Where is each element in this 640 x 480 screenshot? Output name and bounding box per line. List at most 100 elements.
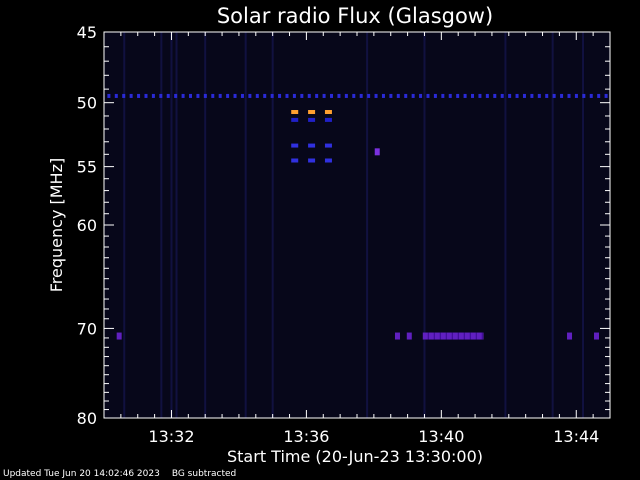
bar-11-seg: [481, 332, 483, 340]
band-2-dash-2: [324, 117, 332, 122]
bar-11-seg: [451, 332, 453, 340]
band-0-dash-5: [144, 93, 148, 98]
band-0-dash-13: [203, 93, 207, 98]
chart-title: Solar radio Flux (Glasgow): [217, 4, 493, 28]
band-0-dash-49: [471, 93, 475, 98]
band-0-dash-4: [137, 93, 141, 98]
y-axis-label: Frequency [MHz]: [47, 158, 66, 292]
heatmap-background: [104, 32, 610, 418]
band-0-dash-16: [226, 93, 230, 98]
band-0-dash-36: [374, 93, 378, 98]
band-0-dash-37: [381, 93, 385, 98]
bar-11-fill: [422, 332, 484, 340]
band-0-dash-17: [233, 93, 237, 98]
spot-6: [116, 332, 122, 340]
band-0-dash-34: [359, 93, 363, 98]
band-0-dash-29: [322, 93, 326, 98]
band-0-dash-55: [515, 93, 519, 98]
x-tick-label-1: 13:36: [283, 427, 329, 446]
band-0-dash-10: [181, 93, 185, 98]
streak-8: [504, 32, 507, 418]
band-0-dash-1: [114, 93, 118, 98]
band-0-dash-57: [530, 93, 534, 98]
x-axis: 13:32 13:36 13:40 13:44: [120, 32, 599, 446]
band-0-dash-28: [315, 93, 319, 98]
band-0-dash-58: [537, 93, 541, 98]
band-0-dash-64: [582, 93, 586, 98]
band-0-dash-18: [240, 93, 244, 98]
band-1-dash-0: [291, 110, 299, 115]
band-0-dash-23: [278, 93, 282, 98]
band-0-dash-41: [411, 93, 415, 98]
band-3-dash-2: [324, 143, 332, 148]
band-0-dash-39: [396, 93, 400, 98]
band-3-dash-1: [308, 143, 316, 148]
bar-11-seg: [433, 332, 435, 340]
y-tick-label-3: 60: [77, 216, 97, 235]
band-4-dash-0: [291, 158, 299, 163]
band-0-dash-40: [404, 93, 408, 98]
band-2-dash-0: [291, 117, 299, 122]
band-0-dash-56: [522, 93, 526, 98]
band-0-dash-15: [218, 93, 222, 98]
band-0-dash-8: [166, 93, 170, 98]
band-0-dash-67: [604, 93, 608, 98]
x-axis-label: Start Time (20-Jun-23 13:30:00): [227, 447, 483, 466]
band-0-dash-65: [589, 93, 593, 98]
band-0-dash-54: [508, 93, 512, 98]
band-0-dash-62: [567, 93, 571, 98]
band-0-dash-3: [129, 93, 133, 98]
band-0-dash-2: [122, 93, 126, 98]
spot-10: [594, 332, 600, 340]
band-4-dash-1: [308, 158, 316, 163]
footer: Updated Tue Jun 20 14:02:46 2023 BG subtr…: [3, 469, 248, 479]
streak-7: [423, 32, 426, 418]
band-0-dash-59: [545, 93, 549, 98]
band-2: [291, 117, 332, 122]
x-tick-label-2: 13:40: [418, 427, 464, 446]
band-0-dash-9: [174, 93, 178, 98]
bar-11-seg: [469, 332, 471, 340]
band-0-dash-26: [300, 93, 304, 98]
band-0-dash-51: [485, 93, 489, 98]
y-tick-label-4: 70: [77, 319, 97, 338]
band-3-dash-0: [291, 143, 299, 148]
bg-subtracted-note: BG subtracted: [171, 469, 237, 479]
band-0-dash-48: [463, 93, 467, 98]
bar-11-seg: [439, 332, 441, 340]
band-4: [291, 158, 332, 163]
streak-5: [271, 32, 274, 418]
bar-11-seg: [427, 332, 429, 340]
band-0-dash-27: [307, 93, 311, 98]
plot-area: [104, 32, 610, 418]
streak-3: [204, 32, 207, 418]
y-tick-label-5: 80: [77, 409, 97, 428]
band-0-dash-35: [367, 93, 371, 98]
band-0-dash-47: [456, 93, 460, 98]
streak-1: [175, 32, 178, 418]
y-tick-label-0: 45: [77, 23, 97, 42]
band-1-dash-2: [324, 110, 332, 115]
bar-11: [422, 332, 484, 340]
band-0-dash-0: [107, 93, 111, 98]
band-0-dash-22: [270, 93, 274, 98]
band-0-dash-14: [211, 93, 215, 98]
spot-5: [374, 148, 380, 156]
streak-0: [170, 32, 173, 418]
band-0-dash-30: [330, 93, 334, 98]
band-0-dash-46: [448, 93, 452, 98]
bar-11-seg: [457, 332, 459, 340]
x-tick-label-0: 13:32: [148, 427, 194, 446]
band-4-dash-2: [324, 158, 332, 163]
streak-4: [244, 32, 247, 418]
band-0-dash-24: [285, 93, 289, 98]
band-0-dash-63: [574, 93, 578, 98]
band-0-dash-7: [159, 93, 163, 98]
y-axis: 45 50 55 60 70 80: [77, 23, 610, 428]
band-0-dash-50: [478, 93, 482, 98]
band-1: [291, 110, 332, 115]
band-0-dash-19: [248, 93, 252, 98]
band-0-dash-45: [441, 93, 445, 98]
band-0-dash-20: [255, 93, 259, 98]
y-tick-label-2: 55: [77, 158, 97, 177]
